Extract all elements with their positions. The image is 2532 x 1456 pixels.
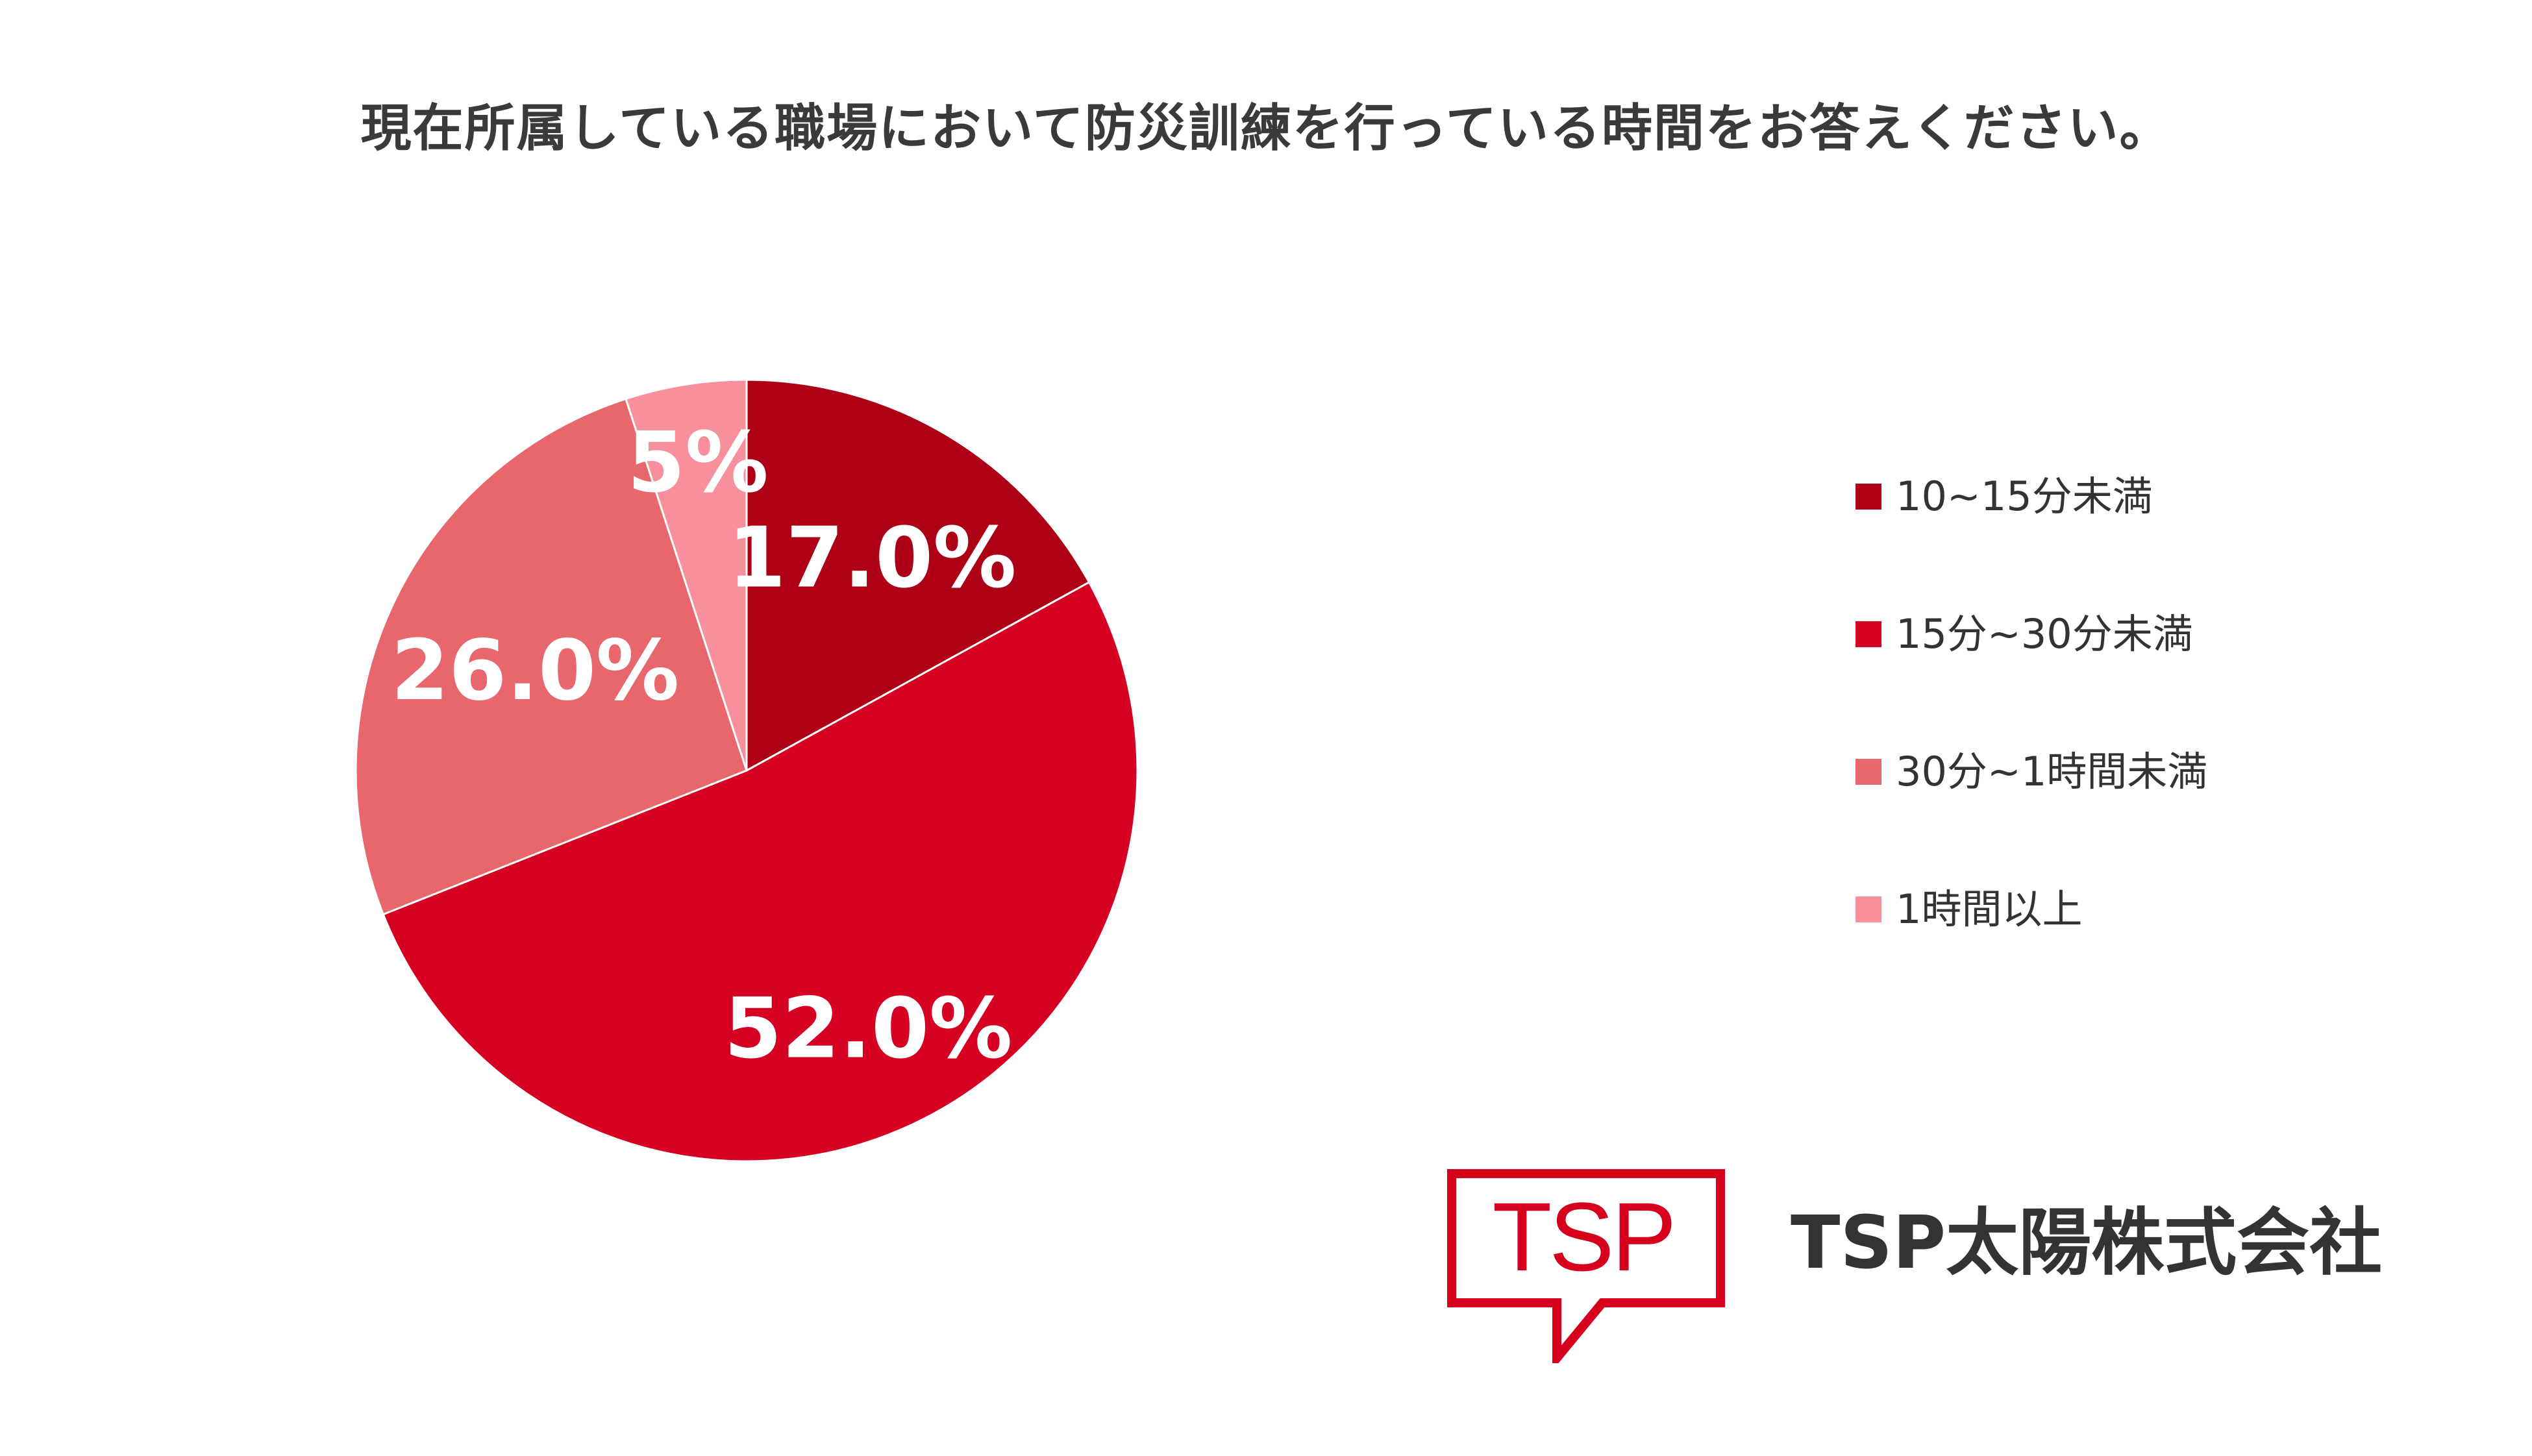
logo-mark-text: TSP [1492,1182,1677,1291]
pie-data-label: 5% [627,414,768,511]
pie-data-label: 17.0% [728,510,1016,606]
legend-label: 30分~1時間未満 [1896,748,2208,795]
legend-label: 1時間以上 [1896,885,2083,933]
legend-label: 15分~30分未満 [1896,610,2193,658]
legend-swatch [1856,896,1881,922]
pie-slices [354,378,1139,1163]
company-name: TSP太陽株式会社 [1791,1201,2383,1285]
legend-label: 10~15分未満 [1896,473,2153,520]
company-logo: TSP TSP太陽株式会社 [1446,1168,2420,1363]
legend-swatch [1856,484,1881,510]
legend-swatch [1856,759,1881,785]
pie-slice [745,378,1091,772]
speech-bubble-logo-icon [1447,1169,1725,1363]
legend-swatch [1856,621,1881,647]
chart-title: 現在所属している職場において防災訓練を行っている時間をお答えください。 [360,99,2172,158]
pie-data-label: 52.0% [724,981,1012,1078]
pie-data-label: 26.0% [391,623,679,719]
pie-slice [625,378,748,771]
pie-slice [354,397,748,916]
pie-labels: 17.0% 52.0% 26.0% 5% [391,414,1016,1077]
pie-slice [382,580,1139,1163]
